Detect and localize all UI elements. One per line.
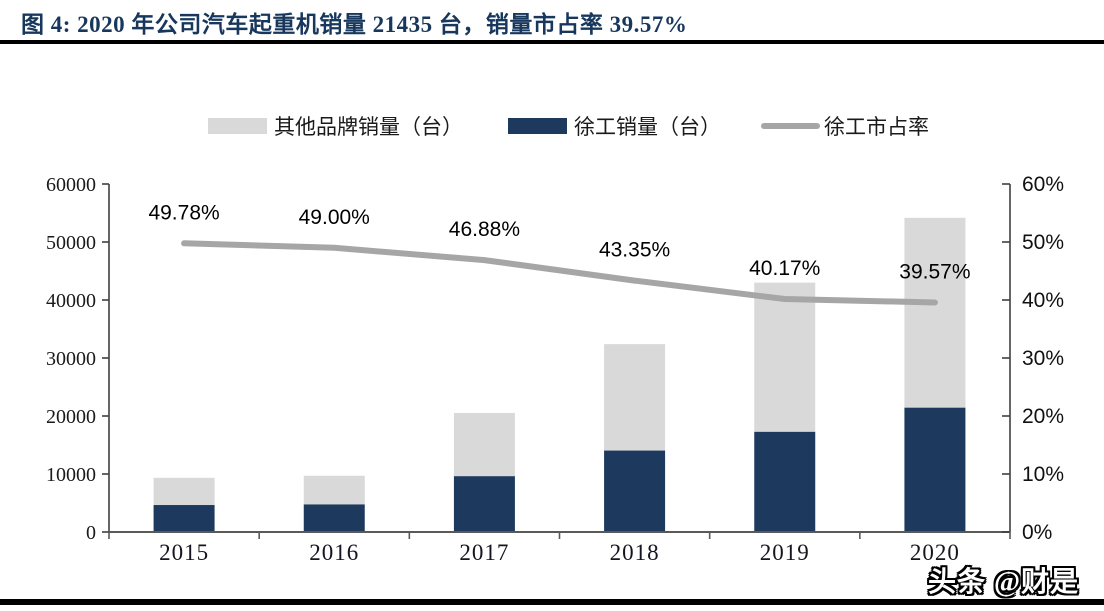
share-data-label-2016: 49.00% (299, 206, 370, 229)
figure-title: 图 4: 2020 年公司汽车起重机销量 21435 台，销量市占率 39.57… (21, 12, 688, 37)
left-tick-label: 40000 (46, 290, 96, 312)
legend-swatch-xcmg (508, 118, 567, 134)
left-tick-label: 50000 (46, 232, 96, 254)
left-tick-label: 0 (86, 522, 96, 544)
left-tick-label: 30000 (46, 348, 96, 370)
right-tick-label: 50% (1022, 231, 1064, 254)
market-share-line (181, 240, 938, 306)
bar-segment-xcmg-2015 (153, 505, 215, 532)
legend-item-others: 其他品牌销量（台） (208, 112, 463, 140)
left-tick-label: 60000 (46, 174, 96, 196)
share-data-label-2018: 43.35% (599, 239, 670, 262)
right-tick-label: 40% (1022, 289, 1064, 312)
bar-segment-others-2019 (754, 282, 816, 432)
right-tick-label: 60% (1022, 173, 1064, 196)
x-axis-label-2016: 2016 (309, 540, 359, 565)
legend-swatch-share-line (761, 123, 820, 129)
bar-segment-xcmg-2019 (754, 431, 816, 532)
bar-segment-others-2017 (453, 412, 515, 477)
legend-label-others: 其他品牌销量（台） (274, 115, 463, 139)
share-data-label-2015: 49.78% (148, 201, 219, 224)
right-tick-label: 0% (1022, 521, 1052, 544)
x-axis-label-2019: 2019 (760, 540, 810, 565)
x-axis-label-2018: 2018 (610, 540, 660, 565)
legend-label-share: 徐工市占率 (824, 115, 929, 139)
bar-segment-others-2020 (904, 217, 966, 408)
bar-segment-others-2015 (153, 477, 215, 506)
right-tick-label: 30% (1022, 347, 1064, 370)
legend-item-xcmg: 徐工销量（台） (508, 112, 721, 140)
share-data-label-2017: 46.88% (449, 218, 520, 241)
x-axis-label-2017: 2017 (459, 540, 509, 565)
left-tick-label: 10000 (46, 464, 96, 486)
bar-segment-xcmg-2017 (453, 476, 515, 532)
share-data-label-2020: 39.57% (899, 260, 970, 283)
bar-segment-others-2016 (303, 475, 365, 505)
bottom-divider (0, 599, 1104, 605)
title-divider (0, 40, 1104, 44)
bar-segment-xcmg-2016 (303, 504, 365, 532)
share-data-label-2019: 40.17% (749, 257, 820, 280)
left-tick-label: 20000 (46, 406, 96, 428)
watermark: 头条 @财是 (928, 567, 1080, 598)
x-axis-label-2015: 2015 (159, 540, 209, 565)
bar-segment-others-2018 (604, 344, 666, 451)
bar-segment-xcmg-2018 (604, 450, 666, 532)
right-tick-label: 10% (1022, 463, 1064, 486)
legend-label-xcmg: 徐工销量（台） (574, 115, 721, 139)
bar-segment-xcmg-2020 (904, 407, 966, 532)
legend-item-share: 徐工市占率 (761, 112, 929, 140)
legend-swatch-others (208, 118, 267, 134)
right-tick-label: 20% (1022, 405, 1064, 428)
x-axis-label-2020: 2020 (910, 540, 960, 565)
